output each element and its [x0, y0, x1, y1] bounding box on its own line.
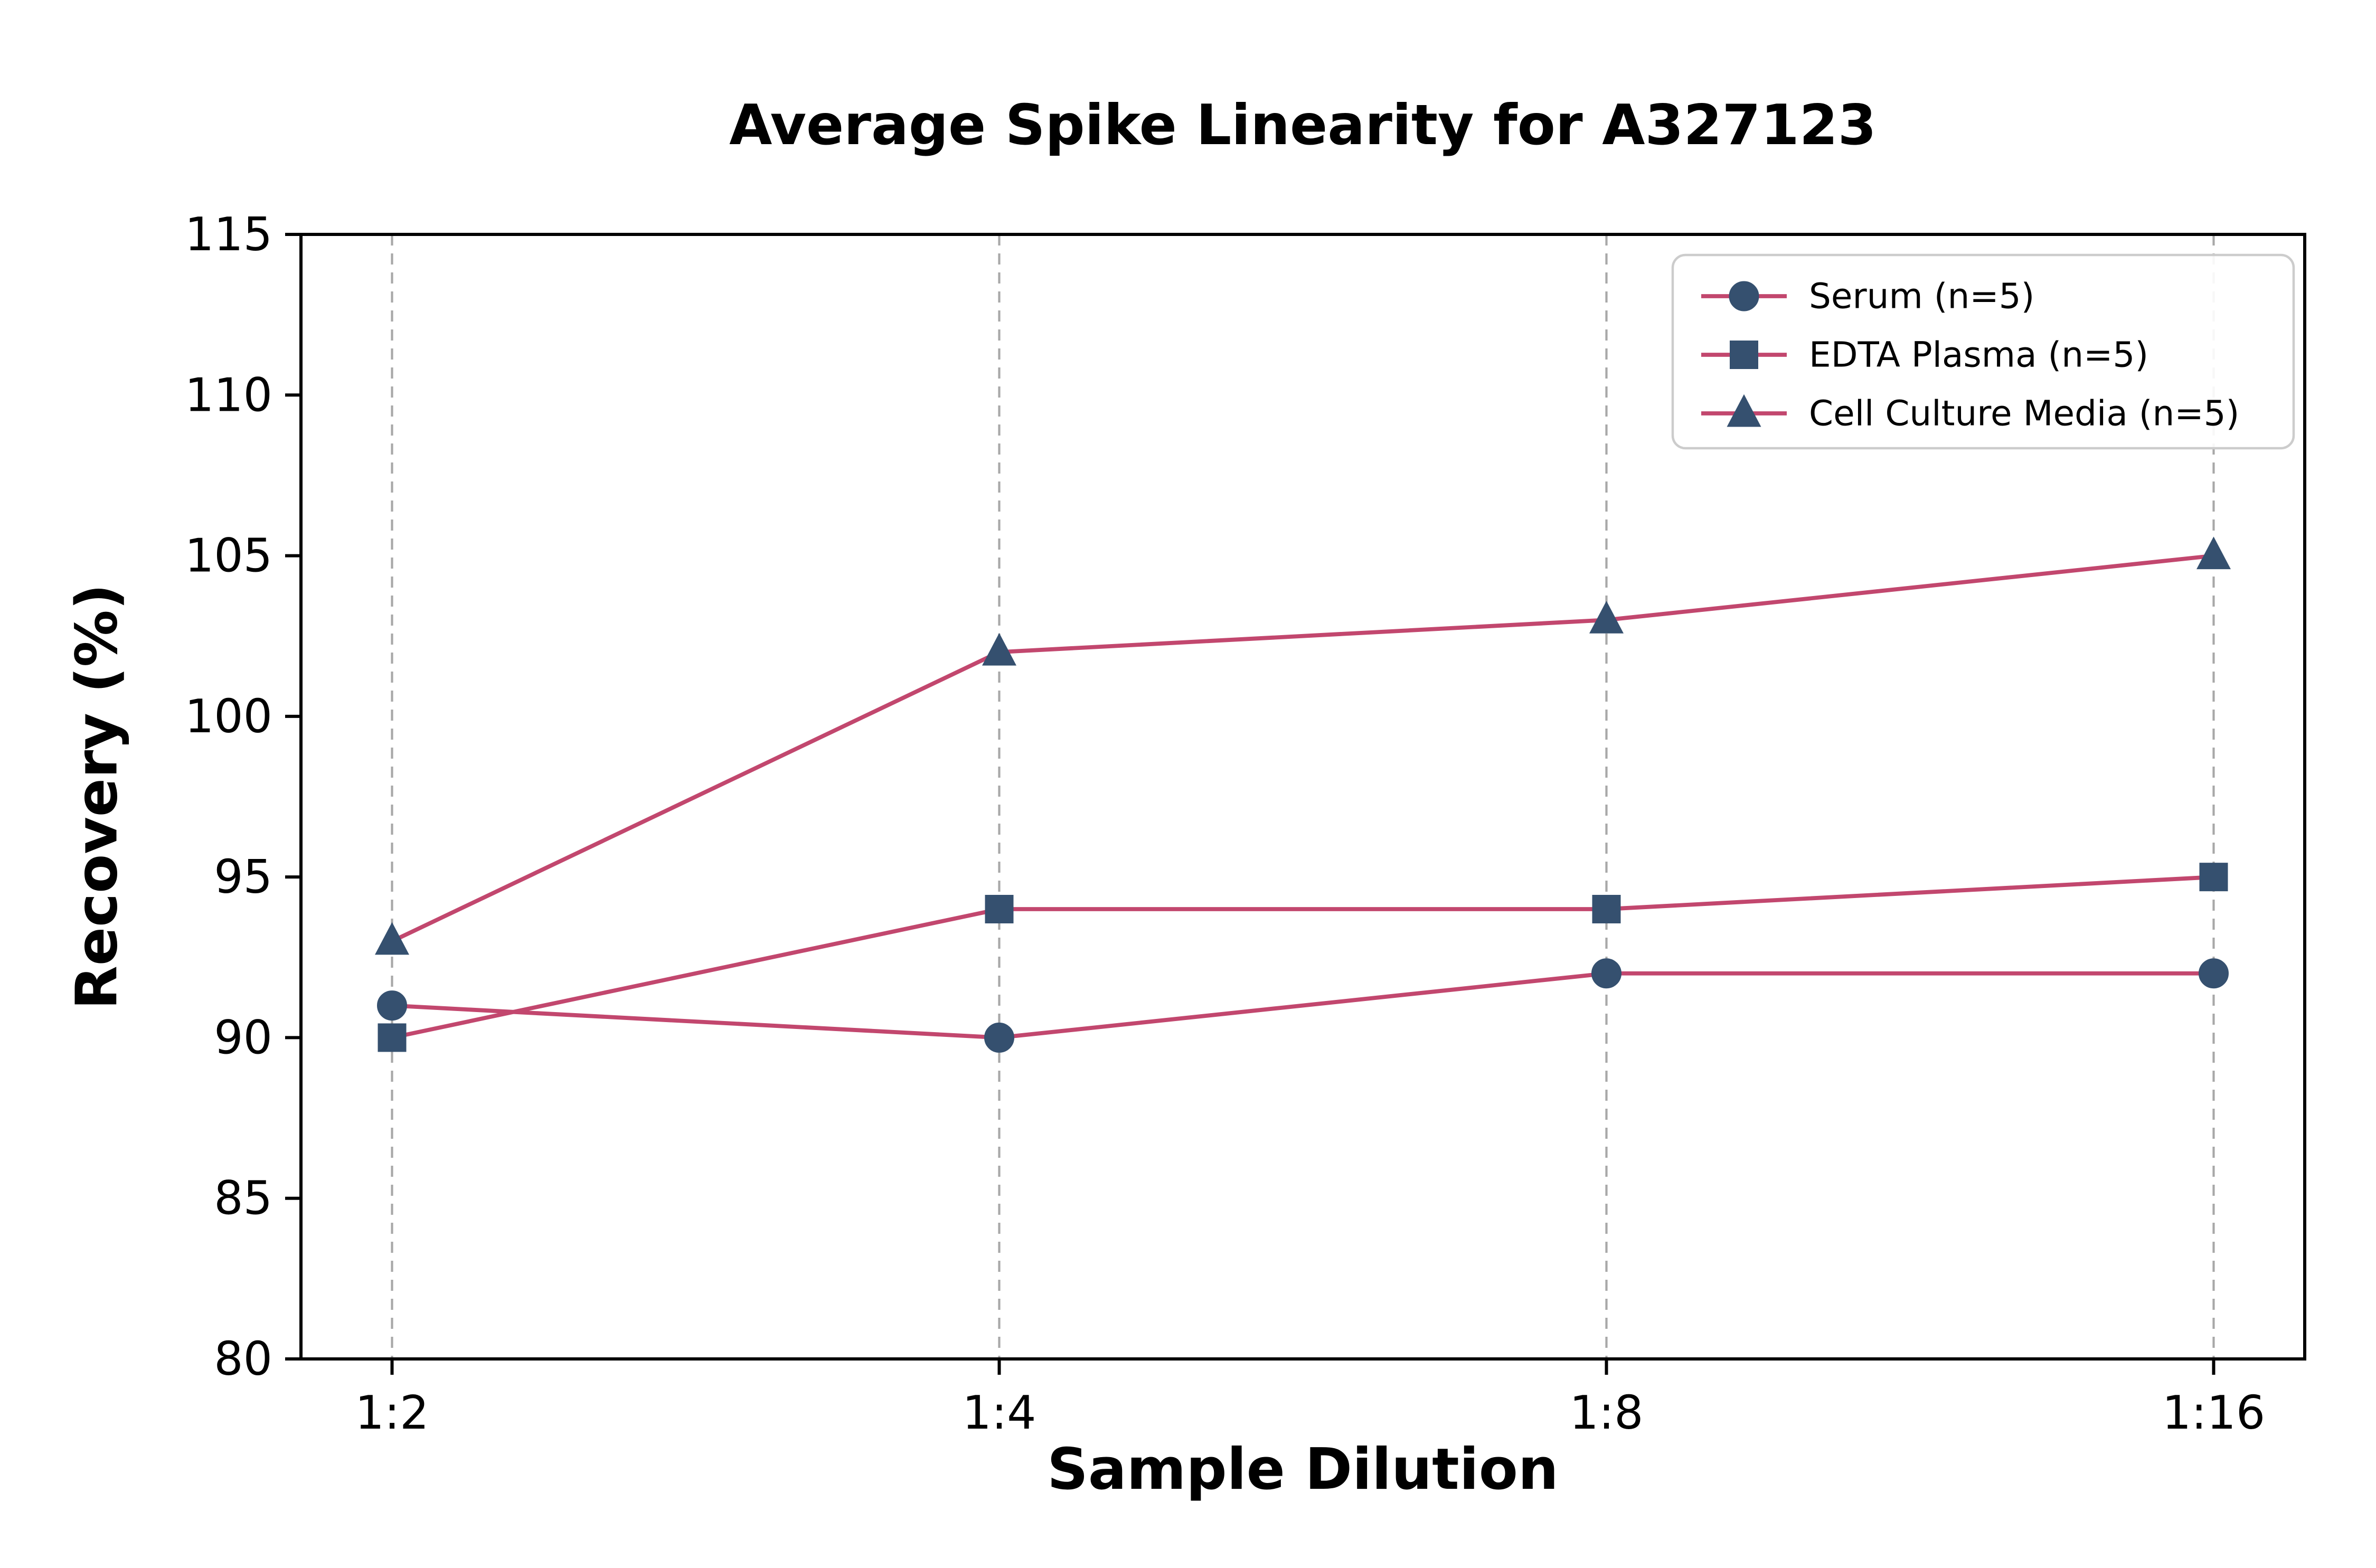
series-line [391, 553, 2214, 943]
series-line [392, 971, 2214, 1040]
marker-triangle-icon [982, 632, 1016, 666]
marker-square-icon [1730, 341, 1758, 369]
marker-square-icon [2199, 863, 2228, 892]
series-group [375, 536, 2231, 1053]
legend: Serum (n=5) EDTA Plasma (n=5) Cell Culture… [1671, 253, 2295, 450]
marker-square-icon [1592, 895, 1621, 923]
legend-label: Serum (n=5) [1809, 276, 2034, 317]
y-tick-label: 90 [214, 1010, 272, 1064]
y-tick-label: 105 [185, 529, 272, 583]
marker-square-icon [985, 895, 1014, 923]
x-tick-label: 1:4 [962, 1386, 1036, 1440]
legend-label: Cell Culture Media (n=5) [1809, 393, 2239, 434]
legend-frame [1671, 253, 2295, 450]
marker-triangle-icon [2196, 536, 2231, 570]
y-tick-label: 115 [185, 207, 272, 261]
axes-spines [299, 233, 2306, 1361]
series-triangle [375, 536, 2231, 955]
x-tick-label: 1:16 [2162, 1386, 2265, 1440]
y-tick-label: 100 [185, 689, 272, 743]
marker-triangle-icon [375, 922, 409, 955]
marker-circle-icon [377, 990, 407, 1021]
marker-square-icon [378, 1023, 407, 1052]
axis-ticks: 80 85 90 95 100 105 110 115 1:2 1:4 1:8 1:16 [185, 207, 2265, 1440]
series-square [378, 863, 2228, 1052]
y-tick-label: 85 [214, 1172, 272, 1225]
legend-label: EDTA Plasma (n=5) [1809, 335, 2148, 375]
series-circle [377, 958, 2229, 1053]
marker-triangle-icon [1589, 601, 1624, 634]
series-line [391, 875, 2214, 1040]
gridlines [391, 234, 2215, 1359]
marker-circle-icon [1729, 281, 1759, 311]
x-axis-label: Sample Dilution [1047, 1438, 1559, 1503]
y-tick-label: 110 [185, 368, 272, 422]
marker-circle-icon [984, 1022, 1014, 1053]
marker-circle-icon [1591, 958, 1622, 989]
y-tick-label: 80 [214, 1332, 272, 1386]
x-tick-label: 1:2 [355, 1386, 429, 1440]
marker-circle-icon [2199, 958, 2229, 989]
marker-triangle-icon [1727, 394, 1761, 427]
chart-title: Average Spike Linearity for A327123 [729, 95, 1877, 158]
x-tick-label: 1:8 [1569, 1386, 1643, 1440]
y-tick-label: 95 [214, 850, 272, 904]
